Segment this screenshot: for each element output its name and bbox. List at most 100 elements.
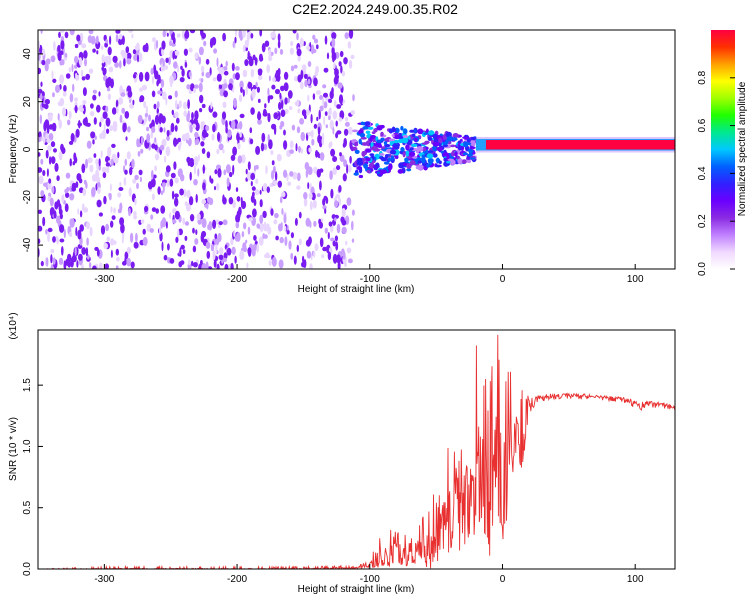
- spectrogram-cell: [336, 223, 341, 234]
- spectrogram-cell: [165, 57, 169, 63]
- spectrogram-cell: [68, 231, 73, 238]
- spectrogram-cell: [52, 257, 56, 265]
- spectrogram-cell: [38, 238, 41, 244]
- spectrogram-cell: [343, 57, 348, 65]
- spectrogram-cell: [232, 97, 238, 108]
- spectrogram-xlabel: Height of straight line (km): [298, 284, 415, 295]
- spectrogram-cell: [222, 101, 227, 109]
- spectrogram-cell: [273, 112, 279, 120]
- spectrogram-cell: [194, 110, 199, 120]
- spectrogram-cell: [104, 42, 108, 48]
- spectrogram-cell: [65, 73, 71, 79]
- spectrogram-cell: [469, 157, 476, 160]
- snr-xtick-label: -100: [360, 574, 380, 585]
- spectrogram-cell: [384, 154, 389, 159]
- spectrogram-cell: [260, 56, 264, 62]
- spectrogram-cell: [136, 182, 139, 190]
- spectrogram-cell: [201, 262, 207, 269]
- spectrogram-cell: [264, 40, 270, 47]
- spectrogram-cell: [281, 99, 284, 110]
- spectrogram-cell: [236, 232, 241, 242]
- spectrogram-cell: [86, 237, 89, 246]
- spectrogram-cell: [210, 243, 215, 252]
- spectrogram-cell: [356, 166, 363, 170]
- spectrogram-cell: [319, 152, 325, 161]
- spectrogram-cell: [279, 196, 283, 204]
- spectrogram-cell: [156, 101, 160, 109]
- spectrogram-cell: [100, 150, 103, 159]
- spectrogram-cell: [257, 98, 261, 103]
- spectrogram-cell: [249, 127, 253, 134]
- spectrogram-cell: [347, 126, 353, 135]
- spectrogram-cell: [65, 172, 71, 179]
- spectrogram-cell: [39, 94, 43, 100]
- spectrogram-cell: [40, 158, 44, 165]
- spectrogram-cell: [402, 135, 409, 139]
- spectrogram-cell: [250, 107, 255, 115]
- spectrogram-cell: [307, 94, 310, 102]
- spectrogram-cell: [348, 60, 353, 69]
- spectrogram-cell: [446, 161, 451, 164]
- spectrogram-cell: [143, 101, 147, 109]
- spectrogram-cell: [387, 157, 391, 162]
- spectrogram-cell: [390, 155, 394, 161]
- spectrogram-cell: [89, 226, 93, 237]
- spectrogram-cell: [182, 217, 186, 225]
- spectrogram-cell: [194, 52, 199, 60]
- spectrogram-cell: [358, 138, 362, 145]
- spectrogram-cell: [307, 61, 312, 67]
- spectrogram-cell: [221, 111, 227, 120]
- spectrogram-cell: [47, 113, 53, 122]
- spectrogram-cell: [125, 136, 128, 141]
- spectrogram-cell: [420, 157, 426, 161]
- spectrogram-cell: [230, 237, 234, 246]
- spectrogram-cell: [345, 240, 348, 246]
- snr-marks: [38, 334, 675, 569]
- spectrogram-cell: [337, 82, 343, 89]
- spectrogram-cell: [72, 83, 75, 93]
- spectrogram-cell: [218, 254, 224, 260]
- spectrogram-cell: [38, 209, 42, 214]
- spectrogram-cell: [330, 188, 334, 199]
- spectrogram-cell: [328, 142, 331, 149]
- spectrogram-cell: [262, 183, 268, 192]
- spectrogram-cell: [50, 156, 56, 165]
- spectrogram-cell: [173, 61, 178, 69]
- spectrogram-cell: [343, 159, 348, 168]
- spectrogram-cell: [466, 159, 472, 164]
- spectrogram-cell: [279, 48, 284, 55]
- spectrogram-cell: [236, 123, 240, 130]
- spectrogram-cell: [231, 246, 236, 255]
- spectrogram-cell: [316, 44, 319, 50]
- spectrogram-cell: [139, 87, 143, 92]
- spectrogram-cell: [238, 121, 243, 130]
- spectrogram-cell: [402, 151, 406, 158]
- spectrogram-cell: [406, 168, 412, 172]
- spectrogram-cell: [111, 215, 116, 221]
- spectrogram-cell: [95, 158, 100, 165]
- spectrogram-cell: [127, 90, 133, 98]
- spectrogram-cell: [276, 73, 281, 82]
- spectrogram-cell: [269, 95, 274, 100]
- spectrogram-cell: [468, 149, 474, 153]
- spectrogram-cell: [232, 41, 235, 48]
- spectrogram-cell: [39, 114, 42, 124]
- spectrogram-cell: [278, 101, 282, 111]
- spectrogram-cell: [109, 183, 112, 192]
- spectrogram-cell: [313, 220, 317, 227]
- spectrogram-cell: [271, 123, 277, 130]
- spectrogram-cell: [86, 221, 90, 230]
- spectrogram-cell: [228, 171, 233, 178]
- spectrogram-cell: [199, 108, 203, 113]
- spectrogram-cell: [328, 115, 331, 121]
- spectrogram-cell: [218, 221, 223, 226]
- spectrogram-cell: [96, 104, 101, 113]
- spectrogram-cell: [223, 169, 227, 176]
- spectrogram-cell: [283, 82, 289, 92]
- spectrogram-cell: [106, 87, 111, 92]
- spectrogram-cell: [133, 241, 139, 249]
- spectrogram-cell: [100, 45, 104, 50]
- spectrogram-cell: [192, 123, 197, 129]
- spectrogram-cell: [176, 117, 180, 124]
- spectrogram-cell: [40, 81, 43, 87]
